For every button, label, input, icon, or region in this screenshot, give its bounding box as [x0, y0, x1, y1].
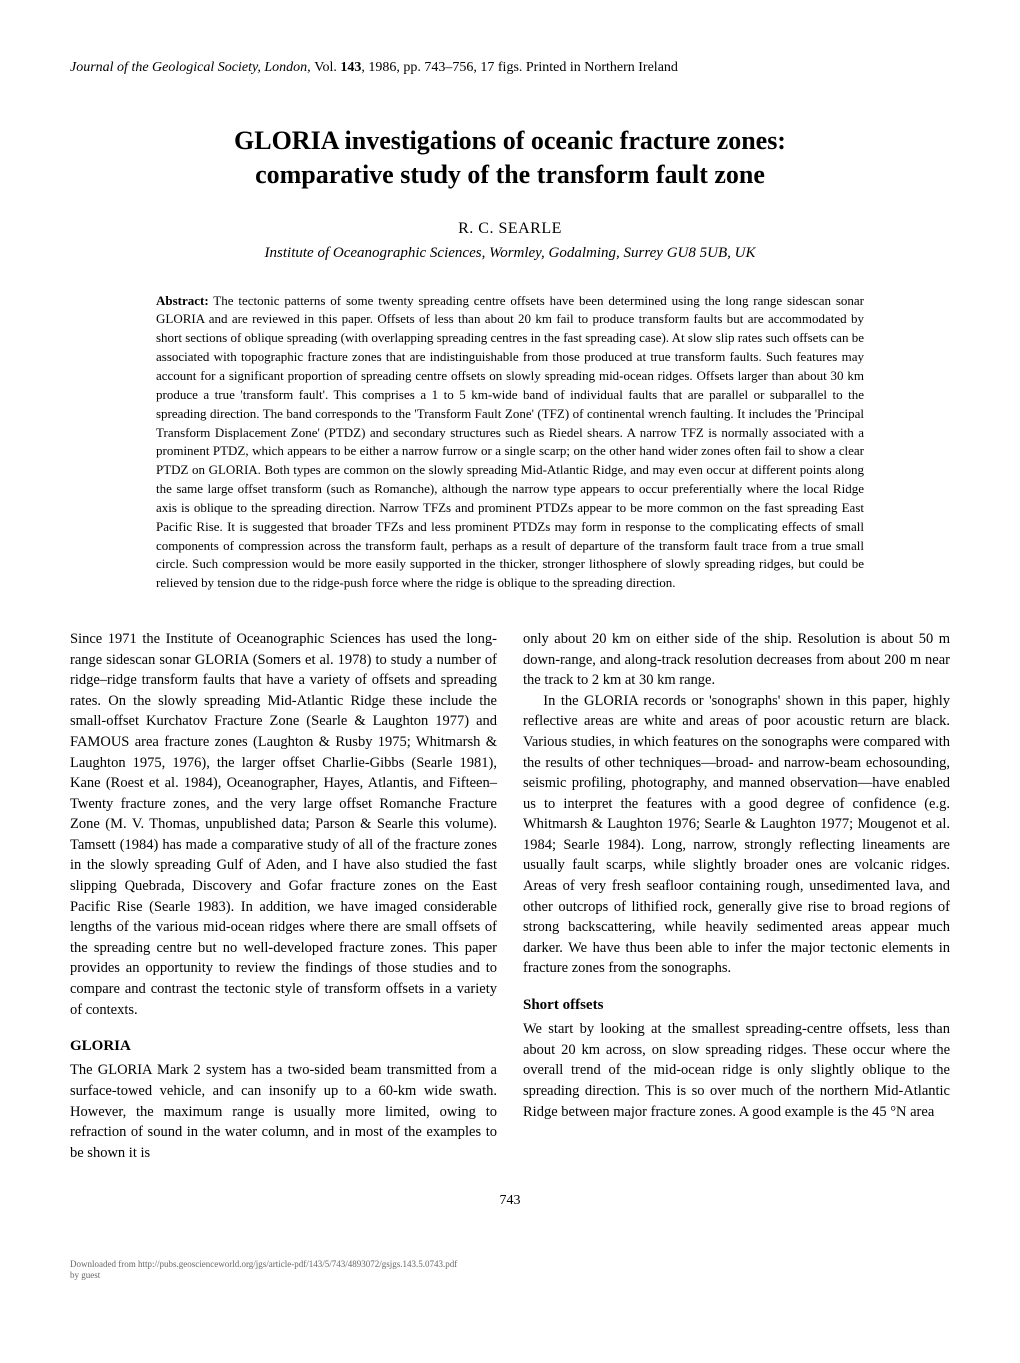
- download-footer: Downloaded from http://pubs.geosciencewo…: [70, 1259, 950, 1281]
- section-heading-gloria: GLORIA: [70, 1036, 497, 1057]
- footer-line-1: Downloaded from http://pubs.geosciencewo…: [70, 1259, 950, 1270]
- gloria-paragraph: The GLORIA Mark 2 system has a two-sided…: [70, 1060, 497, 1163]
- title-line-1: GLORIA investigations of oceanic fractur…: [70, 124, 950, 158]
- left-column: Since 1971 the Institute of Oceanographi…: [70, 629, 497, 1163]
- abstract: Abstract: The tectonic patterns of some …: [156, 292, 864, 594]
- affiliation: Institute of Oceanographic Sciences, Wor…: [265, 245, 756, 261]
- author-block: R. C. SEARLE: [70, 220, 950, 238]
- affiliation-block: Institute of Oceanographic Sciences, Wor…: [70, 244, 950, 262]
- short-offsets-paragraph: We start by looking at the smallest spre…: [523, 1019, 950, 1122]
- abstract-label: Abstract:: [156, 293, 209, 308]
- sonographs-paragraph: In the GLORIA records or 'sonographs' sh…: [523, 691, 950, 979]
- journal-name: Journal of the Geological Society, Londo…: [70, 60, 314, 75]
- right-column: only about 20 km on either side of the s…: [523, 629, 950, 1163]
- volume-number: 143: [340, 60, 361, 75]
- article-title: GLORIA investigations of oceanic fractur…: [70, 124, 950, 192]
- footer-line-2: by guest: [70, 1270, 950, 1281]
- page-number: 743: [70, 1193, 950, 1209]
- volume-prefix: Vol.: [314, 60, 340, 75]
- section-heading-short-offsets: Short offsets: [523, 995, 950, 1016]
- title-line-2: comparative study of the transform fault…: [70, 158, 950, 192]
- year-pages: , 1986, pp. 743–756, 17 figs. Printed in…: [361, 60, 678, 75]
- journal-header: Journal of the Geological Society, Londo…: [70, 60, 950, 76]
- intro-paragraph: Since 1971 the Institute of Oceanographi…: [70, 629, 497, 1020]
- abstract-text: The tectonic patterns of some twenty spr…: [156, 293, 864, 591]
- resolution-paragraph: only about 20 km on either side of the s…: [523, 629, 950, 691]
- body-columns: Since 1971 the Institute of Oceanographi…: [70, 629, 950, 1163]
- author-name: R. C. SEARLE: [458, 220, 562, 237]
